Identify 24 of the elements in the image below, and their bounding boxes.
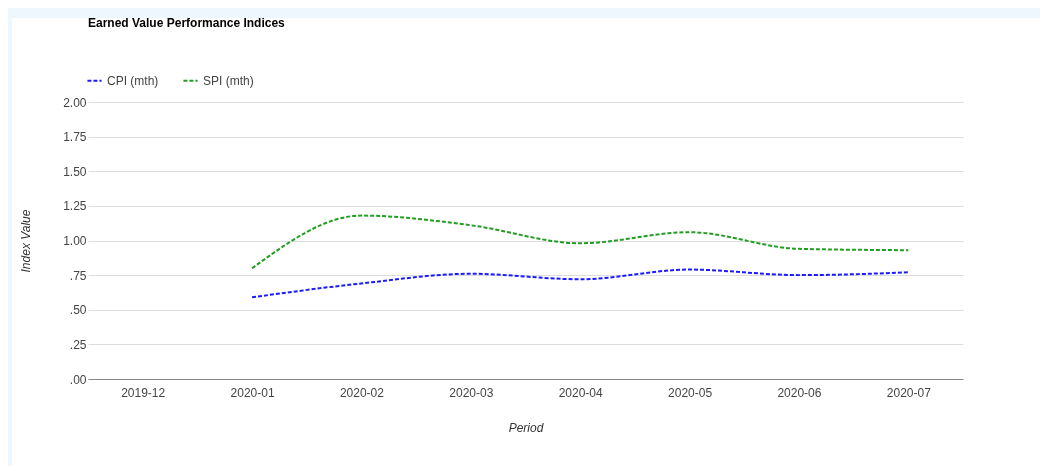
y-tick-label: 1.00	[63, 234, 87, 248]
chart-title: Earned Value Performance Indices	[88, 16, 286, 30]
x-axis-title: Period	[508, 420, 544, 435]
y-tick-label: .75	[69, 268, 87, 283]
x-tick-label: 2020-06	[777, 385, 822, 400]
y-tick-label: .25	[69, 337, 87, 352]
y-tick-label: .50	[69, 303, 87, 318]
line-series	[251, 214, 910, 270]
y-axis-title: Index Value	[19, 209, 34, 273]
y-tick-label: 1.50	[63, 164, 87, 179]
legend-label: CPI (mth)	[107, 73, 159, 88]
y-tick-label: .00	[69, 372, 87, 387]
x-tick-label: 2020-05	[668, 385, 713, 400]
line-series	[251, 268, 910, 299]
x-tick-label: 2020-02	[339, 385, 385, 400]
x-tick-label: 2020-01	[230, 385, 275, 400]
y-tick-label: 1.25	[63, 199, 87, 214]
x-tick-label: 2020-07	[886, 385, 932, 400]
x-tick-label: 2019-12	[121, 385, 166, 400]
x-tick-label: 2020-04	[558, 385, 604, 400]
y-tick-label: 1.75	[63, 130, 87, 145]
y-tick-label: 2.00	[63, 95, 87, 110]
legend-label: SPI (mth)	[203, 73, 254, 88]
x-tick-label: 2020-03	[449, 385, 494, 400]
